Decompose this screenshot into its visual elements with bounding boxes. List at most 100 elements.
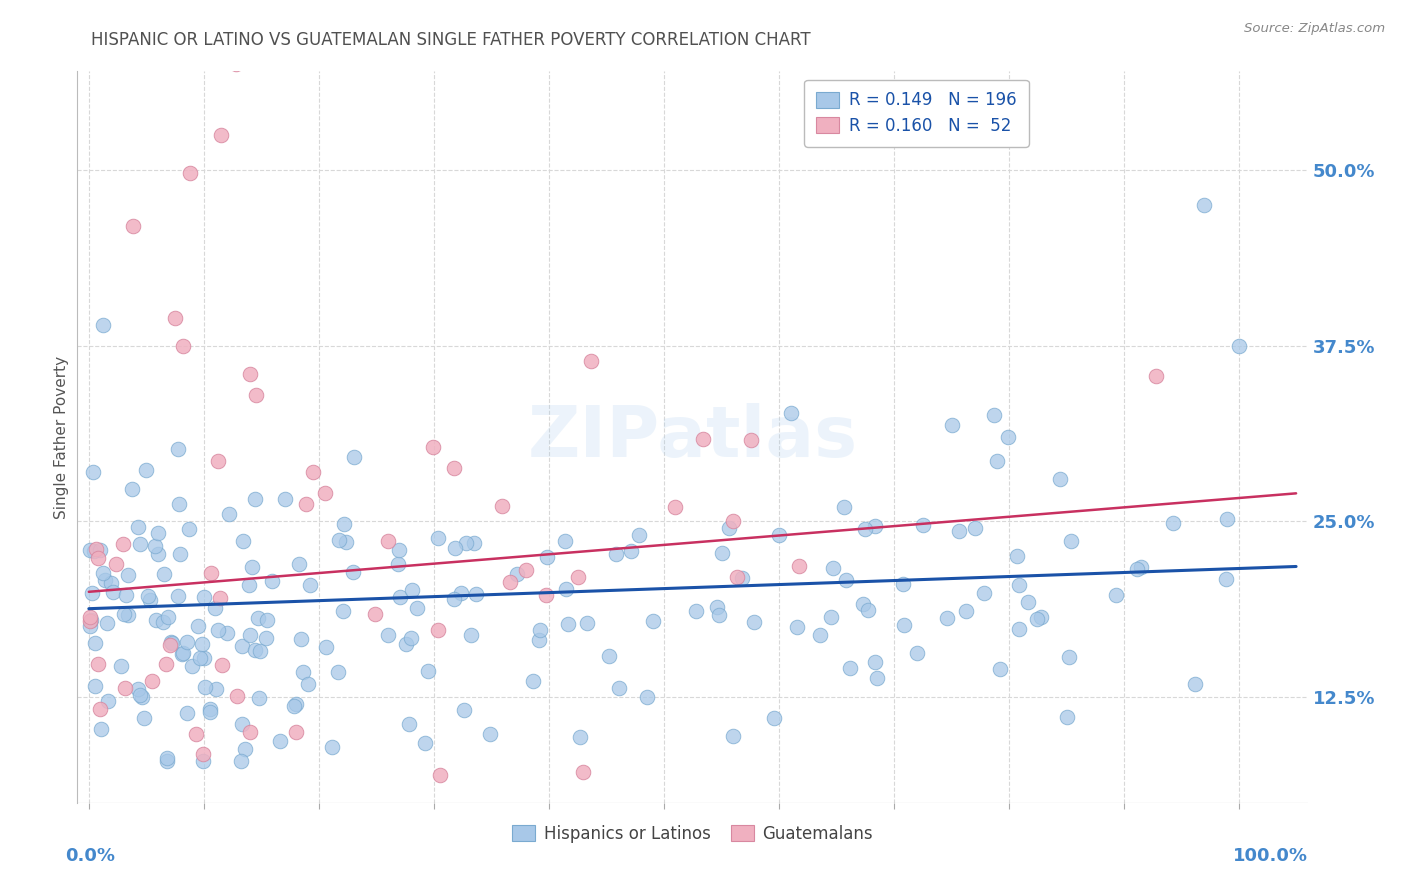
Point <box>139 592 162 607</box>
Point <box>328 533 350 547</box>
Point <box>200 705 222 719</box>
Text: 100.0%: 100.0% <box>1233 847 1308 864</box>
Point <box>865 655 887 669</box>
Point <box>607 681 630 695</box>
Point <box>491 499 513 513</box>
Point <box>187 619 209 633</box>
Point <box>143 540 166 554</box>
Point <box>132 711 155 725</box>
Point <box>948 524 970 539</box>
Point <box>557 617 579 632</box>
Point <box>121 483 143 497</box>
Point <box>315 640 337 655</box>
Point <box>973 586 995 600</box>
Text: Source: ZipAtlas.com: Source: ZipAtlas.com <box>1244 22 1385 36</box>
Point <box>79 610 101 624</box>
Point <box>643 614 665 628</box>
Point <box>399 631 422 645</box>
Point <box>299 578 322 592</box>
Point <box>215 626 238 640</box>
Point <box>731 571 754 585</box>
Point <box>911 518 934 533</box>
Point <box>200 566 222 580</box>
Point <box>211 658 233 673</box>
Point <box>121 219 143 233</box>
Point <box>112 537 135 551</box>
Point <box>179 522 201 536</box>
Point <box>627 528 650 542</box>
Point <box>377 534 399 549</box>
Point <box>851 598 873 612</box>
Point <box>1216 512 1239 526</box>
Point <box>283 699 305 714</box>
Point <box>598 649 620 664</box>
Point <box>155 657 177 672</box>
Point <box>387 557 409 571</box>
Point <box>166 589 188 603</box>
Point <box>935 610 957 624</box>
Point <box>422 440 444 454</box>
Point <box>529 623 551 637</box>
Point <box>246 611 269 625</box>
Point <box>891 577 914 591</box>
Text: ZIPatlas: ZIPatlas <box>527 402 858 472</box>
Point <box>162 636 184 650</box>
Point <box>290 632 312 646</box>
Point <box>429 767 451 781</box>
Point <box>567 570 589 584</box>
Point <box>269 733 291 747</box>
Point <box>575 615 598 630</box>
Point <box>231 640 253 654</box>
Point <box>572 764 595 779</box>
Point <box>176 706 198 720</box>
Point <box>905 646 928 660</box>
Point <box>453 703 475 717</box>
Point <box>156 609 179 624</box>
Point <box>314 486 336 500</box>
Point <box>768 528 790 542</box>
Point <box>835 573 858 587</box>
Point <box>166 442 188 456</box>
Point <box>208 591 231 605</box>
Y-axis label: Single Father Poverty: Single Father Poverty <box>53 356 69 518</box>
Point <box>1104 588 1126 602</box>
Point <box>128 688 150 702</box>
Point <box>426 623 449 637</box>
Point <box>243 492 266 507</box>
Point <box>620 544 643 558</box>
Point <box>160 635 183 649</box>
Point <box>295 497 318 511</box>
Point <box>193 591 215 605</box>
Point <box>789 558 811 573</box>
Point <box>191 637 214 651</box>
Point <box>1056 710 1078 724</box>
Point <box>821 561 844 575</box>
Point <box>260 574 283 588</box>
Point <box>204 600 226 615</box>
Point <box>988 662 1011 676</box>
Point <box>706 599 728 614</box>
Point <box>427 531 450 545</box>
Point <box>115 588 138 602</box>
Point <box>79 542 101 557</box>
Point <box>84 679 107 693</box>
Point <box>1005 549 1028 563</box>
Point <box>808 628 831 642</box>
Point <box>554 534 576 549</box>
Point <box>707 607 730 622</box>
Point <box>1025 611 1047 625</box>
Point <box>1215 573 1237 587</box>
Point <box>955 604 977 618</box>
Point <box>941 417 963 432</box>
Point <box>193 651 215 665</box>
Point <box>460 627 482 641</box>
Point <box>239 725 262 739</box>
Point <box>832 500 855 514</box>
Point <box>179 166 201 180</box>
Point <box>1144 369 1167 384</box>
Point <box>405 601 427 615</box>
Point <box>188 650 211 665</box>
Point <box>79 615 101 629</box>
Point <box>112 607 135 622</box>
Point <box>413 736 436 750</box>
